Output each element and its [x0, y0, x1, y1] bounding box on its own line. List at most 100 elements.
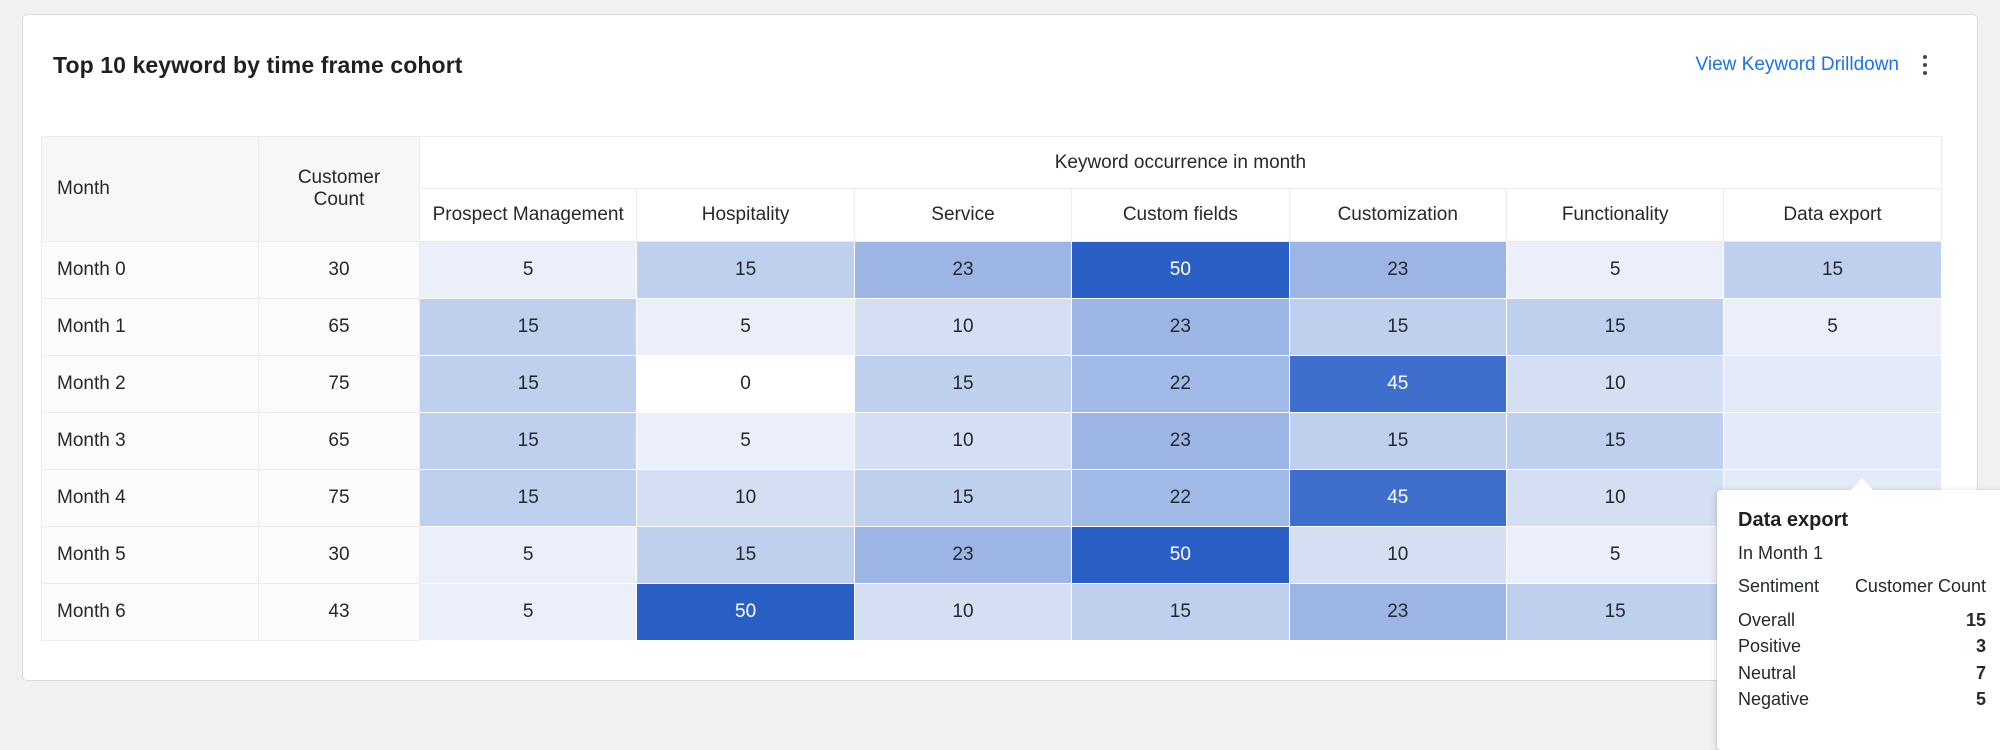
- kebab-dot: [1923, 71, 1927, 75]
- heatmap-value-cell[interactable]: 15: [1723, 241, 1942, 299]
- heatmap-value-cell[interactable]: 5: [418, 583, 638, 641]
- heatmap-value-cell[interactable]: 5: [636, 298, 855, 356]
- tooltip-row: Neutral 7: [1738, 660, 1986, 687]
- header-keyword-row: Prospect Management Hospitality Service …: [42, 188, 1942, 242]
- cohort-heatmap-table: Month Customer Count Keyword occurrence …: [41, 136, 1942, 641]
- heatmap-value-cell[interactable]: 23: [1288, 583, 1507, 641]
- tooltip-row-value: 5: [1975, 689, 1986, 709]
- tooltip-customer-count-header: Customer Count: [1854, 576, 1986, 596]
- heatmap-value-cell[interactable]: 50: [1071, 241, 1290, 299]
- tooltip-row-value: 15: [1965, 609, 1986, 630]
- table-row: Month 4 75 15 10 15 22 45 10: [41, 469, 1942, 527]
- month-column-header: Month: [41, 136, 259, 242]
- heatmap-value-cell[interactable]: 23: [1071, 412, 1290, 470]
- heatmap-value-cell[interactable]: 10: [853, 583, 1073, 641]
- table-row: Month 6 43 5 50 10 15 23 15: [41, 583, 1942, 641]
- customer-count-column-header: Customer Count: [258, 136, 420, 242]
- heatmap-value-cell[interactable]: 5: [1505, 241, 1725, 299]
- heatmap-value-cell[interactable]: 15: [853, 469, 1073, 527]
- tooltip-row-value: 3: [1975, 636, 1986, 656]
- tooltip-sentiment-header: Sentiment: [1738, 576, 1820, 596]
- heatmap-value-cell[interactable]: 10: [1505, 469, 1725, 527]
- heatmap-value-cell[interactable]: 5: [418, 241, 638, 299]
- customer-count-cell: 30: [258, 241, 420, 299]
- heatmap-value-cell[interactable]: 5: [636, 412, 855, 470]
- heatmap-value-cell[interactable]: 5: [1505, 526, 1725, 584]
- cohort-table-wrap: Month Customer Count Keyword occurrence …: [41, 136, 2000, 750]
- table-body: Month 0 30 5 15 23 50 23 5 15 Month 1 65 15 5 10 23 15 1…: [41, 241, 1942, 641]
- heatmap-value-cell[interactable]: 50: [1071, 526, 1290, 584]
- heatmap-value-cell[interactable]: 45: [1288, 355, 1507, 413]
- heatmap-value-cell[interactable]: 15: [1505, 298, 1725, 356]
- table-row: Month 0 30 5 15 23 50 23 5 15: [41, 241, 1942, 299]
- month-label-cell: Month 0: [41, 241, 259, 299]
- heatmap-value-cell[interactable]: 23: [1071, 298, 1290, 356]
- heatmap-value-cell[interactable]: [1723, 355, 1942, 413]
- heatmap-value-cell[interactable]: 5: [1723, 298, 1942, 356]
- heatmap-value-cell[interactable]: 15: [418, 412, 638, 470]
- tooltip-row-label: Neutral: [1738, 662, 1797, 683]
- tooltip-row: Positive 3: [1738, 633, 1986, 660]
- heatmap-value-cell[interactable]: 23: [853, 241, 1073, 299]
- heatmap-value-cell[interactable]: 10: [853, 298, 1073, 356]
- heatmap-value-cell[interactable]: 22: [1071, 355, 1290, 413]
- heatmap-value-cell[interactable]: [1723, 412, 1942, 470]
- heatmap-value-cell[interactable]: 10: [1505, 355, 1725, 413]
- customer-count-cell: 65: [258, 412, 420, 470]
- month-label-cell: Month 6: [41, 583, 259, 641]
- keyword-occurrence-group-header: Keyword occurrence in month: [419, 136, 1942, 189]
- heatmap-value-cell[interactable]: 15: [853, 355, 1073, 413]
- heatmap-value-cell[interactable]: 5: [418, 526, 638, 584]
- keyword-column-header: Service: [853, 188, 1073, 242]
- header-group-row: Month Customer Count Keyword occurrence …: [41, 136, 1942, 242]
- tooltip-row: Overall 15: [1738, 607, 1986, 634]
- table-row: Month 3 65 15 5 10 23 15 15: [41, 412, 1942, 470]
- heatmap-value-cell[interactable]: 10: [636, 469, 855, 527]
- heatmap-value-cell[interactable]: 15: [1505, 412, 1725, 470]
- month-label-cell: Month 3: [41, 412, 259, 470]
- heatmap-value-cell[interactable]: 15: [1288, 412, 1507, 470]
- customer-count-cell: 75: [258, 469, 420, 527]
- tooltip-row-value: 7: [1975, 662, 1986, 683]
- heatmap-value-cell[interactable]: 15: [418, 469, 638, 527]
- page-title: Top 10 keyword by time frame cohort: [53, 51, 463, 78]
- tooltip-row-label: Overall: [1738, 609, 1796, 630]
- view-keyword-drilldown-link[interactable]: View Keyword Drilldown: [1695, 54, 1899, 75]
- heatmap-value-cell[interactable]: 23: [1288, 241, 1507, 299]
- tooltip-row-label: Negative: [1738, 689, 1810, 709]
- customer-count-cell: 43: [258, 583, 420, 641]
- heatmap-value-cell[interactable]: 15: [1505, 583, 1725, 641]
- card-header: Top 10 keyword by time frame cohort View…: [23, 15, 1977, 79]
- cell-tooltip: Data export In Month 1 Sentiment Custome…: [1717, 478, 2000, 750]
- month-label-cell: Month 5: [41, 526, 259, 584]
- heatmap-value-cell[interactable]: 0: [636, 355, 855, 413]
- heatmap-value-cell[interactable]: 15: [636, 241, 855, 299]
- customer-count-cell: 75: [258, 355, 420, 413]
- heatmap-value-cell[interactable]: 50: [636, 583, 855, 641]
- keyword-column-header: Customization: [1288, 188, 1507, 242]
- heatmap-value-cell[interactable]: 15: [1071, 583, 1290, 641]
- keyword-column-header: Functionality: [1505, 188, 1725, 242]
- month-label-cell: Month 1: [41, 298, 259, 356]
- keyword-column-header: Data export: [1723, 188, 1942, 242]
- customer-count-cell: 30: [258, 526, 420, 584]
- tooltip-row: Negative 5: [1738, 686, 1986, 713]
- heatmap-value-cell[interactable]: 15: [418, 298, 638, 356]
- heatmap-value-cell[interactable]: 15: [418, 355, 638, 413]
- heatmap-value-cell[interactable]: 45: [1288, 469, 1507, 527]
- table-row: Month 5 30 5 15 23 50 10 5: [41, 526, 1942, 584]
- heatmap-value-cell[interactable]: 10: [853, 412, 1073, 470]
- month-label-cell: Month 4: [41, 469, 259, 527]
- heatmap-value-cell[interactable]: 15: [636, 526, 855, 584]
- heatmap-value-cell[interactable]: 23: [853, 526, 1073, 584]
- heatmap-value-cell[interactable]: 22: [1071, 469, 1290, 527]
- table-row: Month 2 75 15 0 15 22 45 10: [41, 355, 1942, 413]
- table-row: Month 1 65 15 5 10 23 15 15 5: [41, 298, 1942, 356]
- heatmap-value-cell[interactable]: 10: [1288, 526, 1507, 584]
- heatmap-value-cell[interactable]: 15: [1288, 298, 1507, 356]
- kebab-menu-icon[interactable]: [1917, 51, 1933, 79]
- kebab-dot: [1923, 63, 1927, 67]
- month-label-cell: Month 2: [41, 355, 259, 413]
- tooltip-row-label: Positive: [1738, 636, 1802, 656]
- kebab-dot: [1923, 55, 1927, 59]
